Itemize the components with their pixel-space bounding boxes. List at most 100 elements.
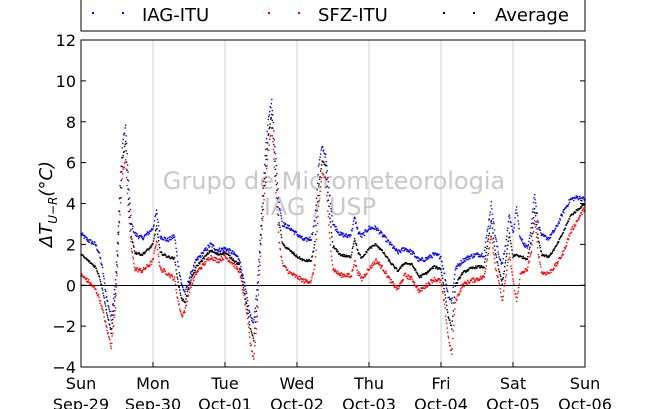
data-point <box>238 271 240 274</box>
data-point <box>454 301 457 304</box>
data-point <box>424 286 427 288</box>
data-point <box>218 247 221 249</box>
data-point <box>117 242 119 244</box>
data-point <box>87 239 89 241</box>
data-point <box>206 252 209 254</box>
data-point <box>246 305 248 308</box>
data-point <box>166 237 169 240</box>
data-point <box>350 256 352 258</box>
data-point <box>287 225 289 227</box>
data-point <box>223 252 225 254</box>
data-point <box>209 242 212 244</box>
data-point <box>390 263 393 266</box>
legend: IAG-ITU SFZ-ITU Average <box>80 0 586 32</box>
series-iag-itu <box>80 98 586 324</box>
data-point <box>561 254 563 257</box>
data-point <box>90 239 92 241</box>
data-point <box>263 185 265 187</box>
grid-lines <box>152 40 514 367</box>
data-point <box>454 269 457 271</box>
data-point <box>294 231 296 233</box>
data-point <box>410 276 413 278</box>
data-point <box>556 264 558 266</box>
data-point <box>304 239 306 241</box>
data-point <box>263 163 266 166</box>
data-point <box>162 271 164 273</box>
data-point <box>414 268 416 270</box>
data-point <box>540 234 542 237</box>
data-point <box>378 263 380 265</box>
data-point <box>484 258 486 260</box>
data-point <box>275 183 278 186</box>
data-point <box>297 234 300 236</box>
data-point <box>256 289 258 291</box>
data-point <box>377 245 379 248</box>
data-point <box>172 258 175 261</box>
data-point <box>198 256 200 258</box>
data-point <box>92 284 95 287</box>
data-point <box>124 127 126 129</box>
data-point <box>304 278 306 280</box>
data-point <box>155 228 157 231</box>
data-point <box>516 296 518 299</box>
data-point <box>188 277 191 279</box>
data-point <box>494 236 497 239</box>
legend-item-average: Average <box>443 5 569 26</box>
data-point <box>180 297 182 299</box>
data-point <box>130 214 132 217</box>
data-point <box>246 317 249 320</box>
data-point <box>338 274 341 277</box>
data-point <box>458 276 461 278</box>
data-point <box>85 278 87 281</box>
data-point <box>363 232 365 234</box>
data-point <box>498 284 501 286</box>
data-point <box>145 251 147 253</box>
data-point <box>222 258 225 261</box>
data-point <box>434 280 436 283</box>
data-point <box>277 206 279 208</box>
data-point <box>113 305 115 307</box>
data-point <box>112 310 115 312</box>
data-point <box>206 257 209 260</box>
data-point <box>515 206 518 208</box>
data-point <box>168 236 170 239</box>
x-tick-label-date: Oct-05 <box>486 395 540 409</box>
data-point <box>263 172 265 174</box>
data-point <box>124 161 126 163</box>
data-point <box>196 258 198 260</box>
data-point <box>186 290 189 293</box>
data-point <box>579 195 581 198</box>
data-point <box>409 248 411 251</box>
data-point <box>566 222 568 225</box>
data-point <box>197 258 199 260</box>
data-point <box>568 199 570 201</box>
data-point <box>472 281 474 284</box>
data-point <box>260 234 262 236</box>
data-point <box>518 278 521 281</box>
data-point <box>580 206 583 209</box>
data-point <box>238 260 241 262</box>
data-point <box>258 269 260 272</box>
data-point <box>221 253 224 256</box>
data-point <box>361 279 363 282</box>
data-point <box>575 197 577 200</box>
data-point <box>464 260 466 262</box>
data-point <box>488 235 490 237</box>
data-point <box>430 279 432 281</box>
data-point <box>452 337 454 340</box>
data-point <box>405 275 408 277</box>
data-point <box>493 241 495 243</box>
data-point <box>319 186 322 188</box>
data-point <box>193 276 195 278</box>
data-point <box>237 262 240 264</box>
data-point <box>224 247 227 249</box>
data-point <box>106 299 108 302</box>
data-point <box>446 331 449 334</box>
data-point <box>541 271 543 273</box>
data-point <box>265 158 267 161</box>
data-point <box>327 180 330 183</box>
data-point <box>261 219 264 222</box>
data-point <box>113 300 116 302</box>
data-point <box>307 260 309 263</box>
data-point <box>185 288 187 291</box>
